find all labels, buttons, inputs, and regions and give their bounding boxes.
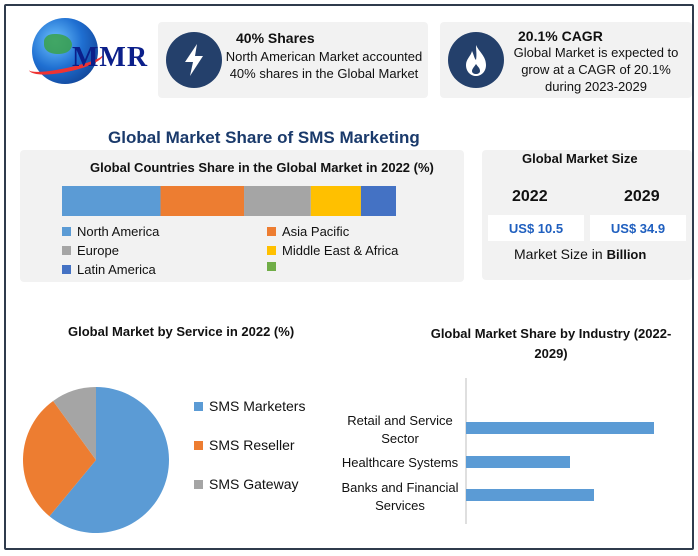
kpi-description: North American Market accounted 40% shar… <box>224 48 424 82</box>
industry-category-label: Healthcare Systems <box>342 455 459 470</box>
logo-text: MMR <box>72 42 149 73</box>
pie-slice-sms-marketers <box>49 387 169 533</box>
legend-label: Middle East & Africa <box>282 243 399 258</box>
industry-bar <box>466 422 654 434</box>
market-size-title: Global Market Size <box>522 151 638 166</box>
industry-category-label: Services <box>375 498 425 513</box>
kpi-desc-line: 40% shares in the Global Market <box>229 66 419 81</box>
industry-bar-chart: Retail and Service Sector Healthcare Syste… <box>341 378 654 524</box>
legend-swatch <box>267 262 276 271</box>
stacked-segment-latin-america <box>360 186 396 216</box>
kpi-card-cagr: 20.1% CAGR Global Market is expected to … <box>440 22 692 98</box>
market-size-value-2022: US$ 10.5 <box>488 215 584 241</box>
continent-shape <box>44 34 72 54</box>
legend-latin-america: Latin America <box>62 262 156 277</box>
lightning-icon <box>166 32 222 88</box>
stacked-segment-asia-pacific <box>160 186 245 216</box>
legend-swatch <box>194 401 203 411</box>
legend-swatch <box>194 440 203 450</box>
industry-category-label: Banks and Financial <box>341 480 458 495</box>
legend-swatch <box>62 265 71 274</box>
legend-label: SMS Reseller <box>209 437 295 453</box>
countries-chart-title: Global Countries Share in the Global Mar… <box>90 160 434 175</box>
kpi-title: 20.1% CAGR <box>518 28 603 44</box>
kpi-desc-line: grow at a CAGR of 20.1% <box>521 62 671 77</box>
legend-swatch <box>267 227 276 236</box>
legend-asia-pacific: Asia Pacific <box>267 224 349 239</box>
legend-sms-marketers: SMS Marketers <box>194 398 305 414</box>
industry-title-line: 2029) <box>534 346 568 361</box>
mmr-logo: MMR <box>26 14 154 94</box>
caption-unit: Billion <box>606 247 647 262</box>
legend-europe: Europe <box>62 243 119 258</box>
kpi-desc-line: during 2023-2029 <box>545 79 647 94</box>
legend-swatch <box>62 227 71 236</box>
legend-swatch <box>62 246 71 255</box>
legend-unlabeled <box>267 262 282 271</box>
kpi-title: 40% Shares <box>236 30 315 46</box>
stacked-bar-chart <box>62 186 396 216</box>
legend-swatch <box>194 479 203 489</box>
service-pie-chart <box>22 387 169 533</box>
stacked-segment-north-america <box>62 186 161 216</box>
pie-slice-sms-reseller <box>22 400 97 517</box>
legend-middle-east-africa: Middle East & Africa <box>267 243 398 258</box>
kpi-description: Global Market is expected to grow at a C… <box>504 44 688 95</box>
kpi-desc-line: Global Market is expected to <box>513 45 679 60</box>
page-title: Global Market Share of SMS Marketing <box>108 128 420 147</box>
legend-label: Latin America <box>77 262 156 277</box>
service-chart-title: Global Market by Service in 2022 (%) <box>68 324 295 339</box>
industry-category-label: Sector <box>381 431 419 446</box>
market-size-year-2022: 2022 <box>512 188 548 205</box>
legend-label: SMS Gateway <box>209 476 299 492</box>
legend-sms-gateway: SMS Gateway <box>194 476 298 492</box>
legend-label: North America <box>77 224 160 239</box>
industry-bar <box>466 456 570 468</box>
legend-label: Europe <box>77 243 119 258</box>
legend-north-america: North America <box>62 224 159 239</box>
flame-icon <box>448 32 504 88</box>
kpi-card-shares: 40% Shares North American Market account… <box>158 22 428 98</box>
market-size-caption: Market Size in Billion <box>514 246 646 262</box>
infographic-frame <box>4 4 694 550</box>
industry-title-line: Global Market Share by Industry (2022- <box>430 326 672 341</box>
legend-swatch <box>267 246 276 255</box>
pie-slice-sms-gateway <box>53 387 96 460</box>
market-size-year-2029: 2029 <box>624 188 660 205</box>
kpi-desc-line: North American Market accounted <box>225 49 423 64</box>
industry-category-label: Retail and Service <box>347 413 453 428</box>
legend-label: Asia Pacific <box>282 224 350 239</box>
stacked-segment-europe <box>244 186 311 216</box>
market-size-value-2029: US$ 34.9 <box>590 215 686 241</box>
stacked-segment-middle-east-africa <box>310 186 361 216</box>
industry-chart-title: Global Market Share by Industry (2022- 2… <box>426 324 676 364</box>
legend-label: SMS Marketers <box>209 398 306 414</box>
caption-text: Market Size in <box>514 246 603 262</box>
legend-sms-reseller: SMS Reseller <box>194 437 295 453</box>
industry-bar <box>466 489 594 501</box>
